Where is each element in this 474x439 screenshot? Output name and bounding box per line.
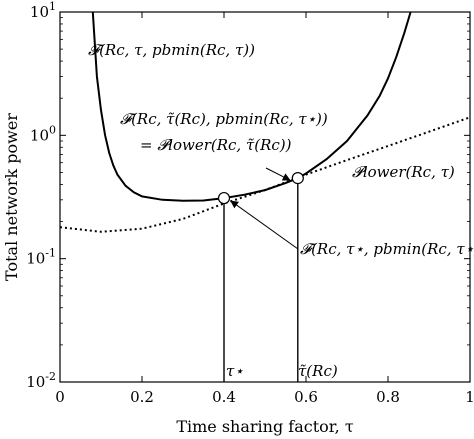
y-tick-label: 10-1	[26, 247, 56, 268]
x-tick-label: 1	[465, 388, 474, 406]
arrow-group	[230, 167, 299, 250]
series-line-lower-bound	[59, 116, 471, 233]
y-tick-label: 100	[30, 123, 56, 144]
x-tick-label: 0.8	[376, 388, 400, 406]
x-axis-label: Time sharing factor, τ	[176, 417, 354, 436]
y-tick-label: 10-2	[26, 370, 56, 391]
annotation-star: 𝓕(Rc, τ⋆, pbmin(Rc, τ⋆))	[300, 240, 474, 258]
annotation-tau-star: τ⋆	[226, 362, 244, 380]
annotation-curve-upper: 𝓕(Rc, τ, pbmin(Rc, τ))	[88, 41, 255, 59]
arrow-to-optimal-point	[230, 200, 299, 250]
x-tick-label: 0.4	[212, 388, 236, 406]
arrow-to-tilde-point	[265, 167, 291, 181]
x-tick-label: 0	[55, 388, 65, 406]
annotation-tilde-line2: = 𝓟lower(Rc, τ̃(Rc))	[140, 136, 292, 154]
vline-group	[223, 178, 299, 382]
optimal-point-marker	[217, 191, 231, 205]
y-axis-label: Total network power	[2, 113, 21, 281]
x-tick-label: 0.6	[294, 388, 318, 406]
x-ticks: 0 0.2 0.4 0.6 0.8 1	[55, 12, 474, 406]
annotation-tilde-line1: 𝓕(Rc, τ̃(Rc), pbmin(Rc, τ⋆))	[120, 110, 328, 128]
x-tick-label: 0.2	[130, 388, 154, 406]
marker-group	[217, 172, 304, 205]
annotation-tau-tilde: τ̃(Rc)	[298, 362, 338, 380]
plot-frame	[59, 11, 471, 383]
annotation-lower: 𝓟lower(Rc, τ)	[352, 163, 455, 181]
tilde-point-marker	[291, 172, 304, 185]
y-ticks: 10-2 10-1 100 101	[26, 0, 470, 391]
y-tick-label: 101	[30, 0, 56, 21]
